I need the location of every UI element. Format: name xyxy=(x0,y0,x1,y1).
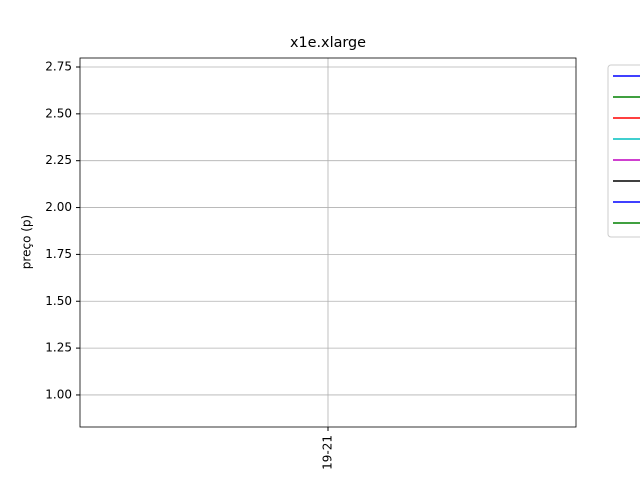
y-tick-label: 1.75 xyxy=(45,247,72,261)
x-tick-label: 19-21 xyxy=(321,435,335,470)
y-tick-label: 2.00 xyxy=(45,200,72,214)
y-axis-label: preço (p) xyxy=(20,215,34,269)
legend-box xyxy=(607,64,640,238)
y-tick-label: 2.75 xyxy=(45,59,72,73)
y-tick-label: 1.00 xyxy=(45,387,72,401)
y-tick-label: 2.25 xyxy=(45,153,72,167)
y-tick-label: 2.50 xyxy=(45,106,72,120)
y-tick-label: 1.25 xyxy=(45,341,72,355)
plot-frame xyxy=(79,57,577,428)
chart-title: x1e.xlarge xyxy=(290,35,366,51)
y-tick-label: 1.50 xyxy=(45,294,72,308)
